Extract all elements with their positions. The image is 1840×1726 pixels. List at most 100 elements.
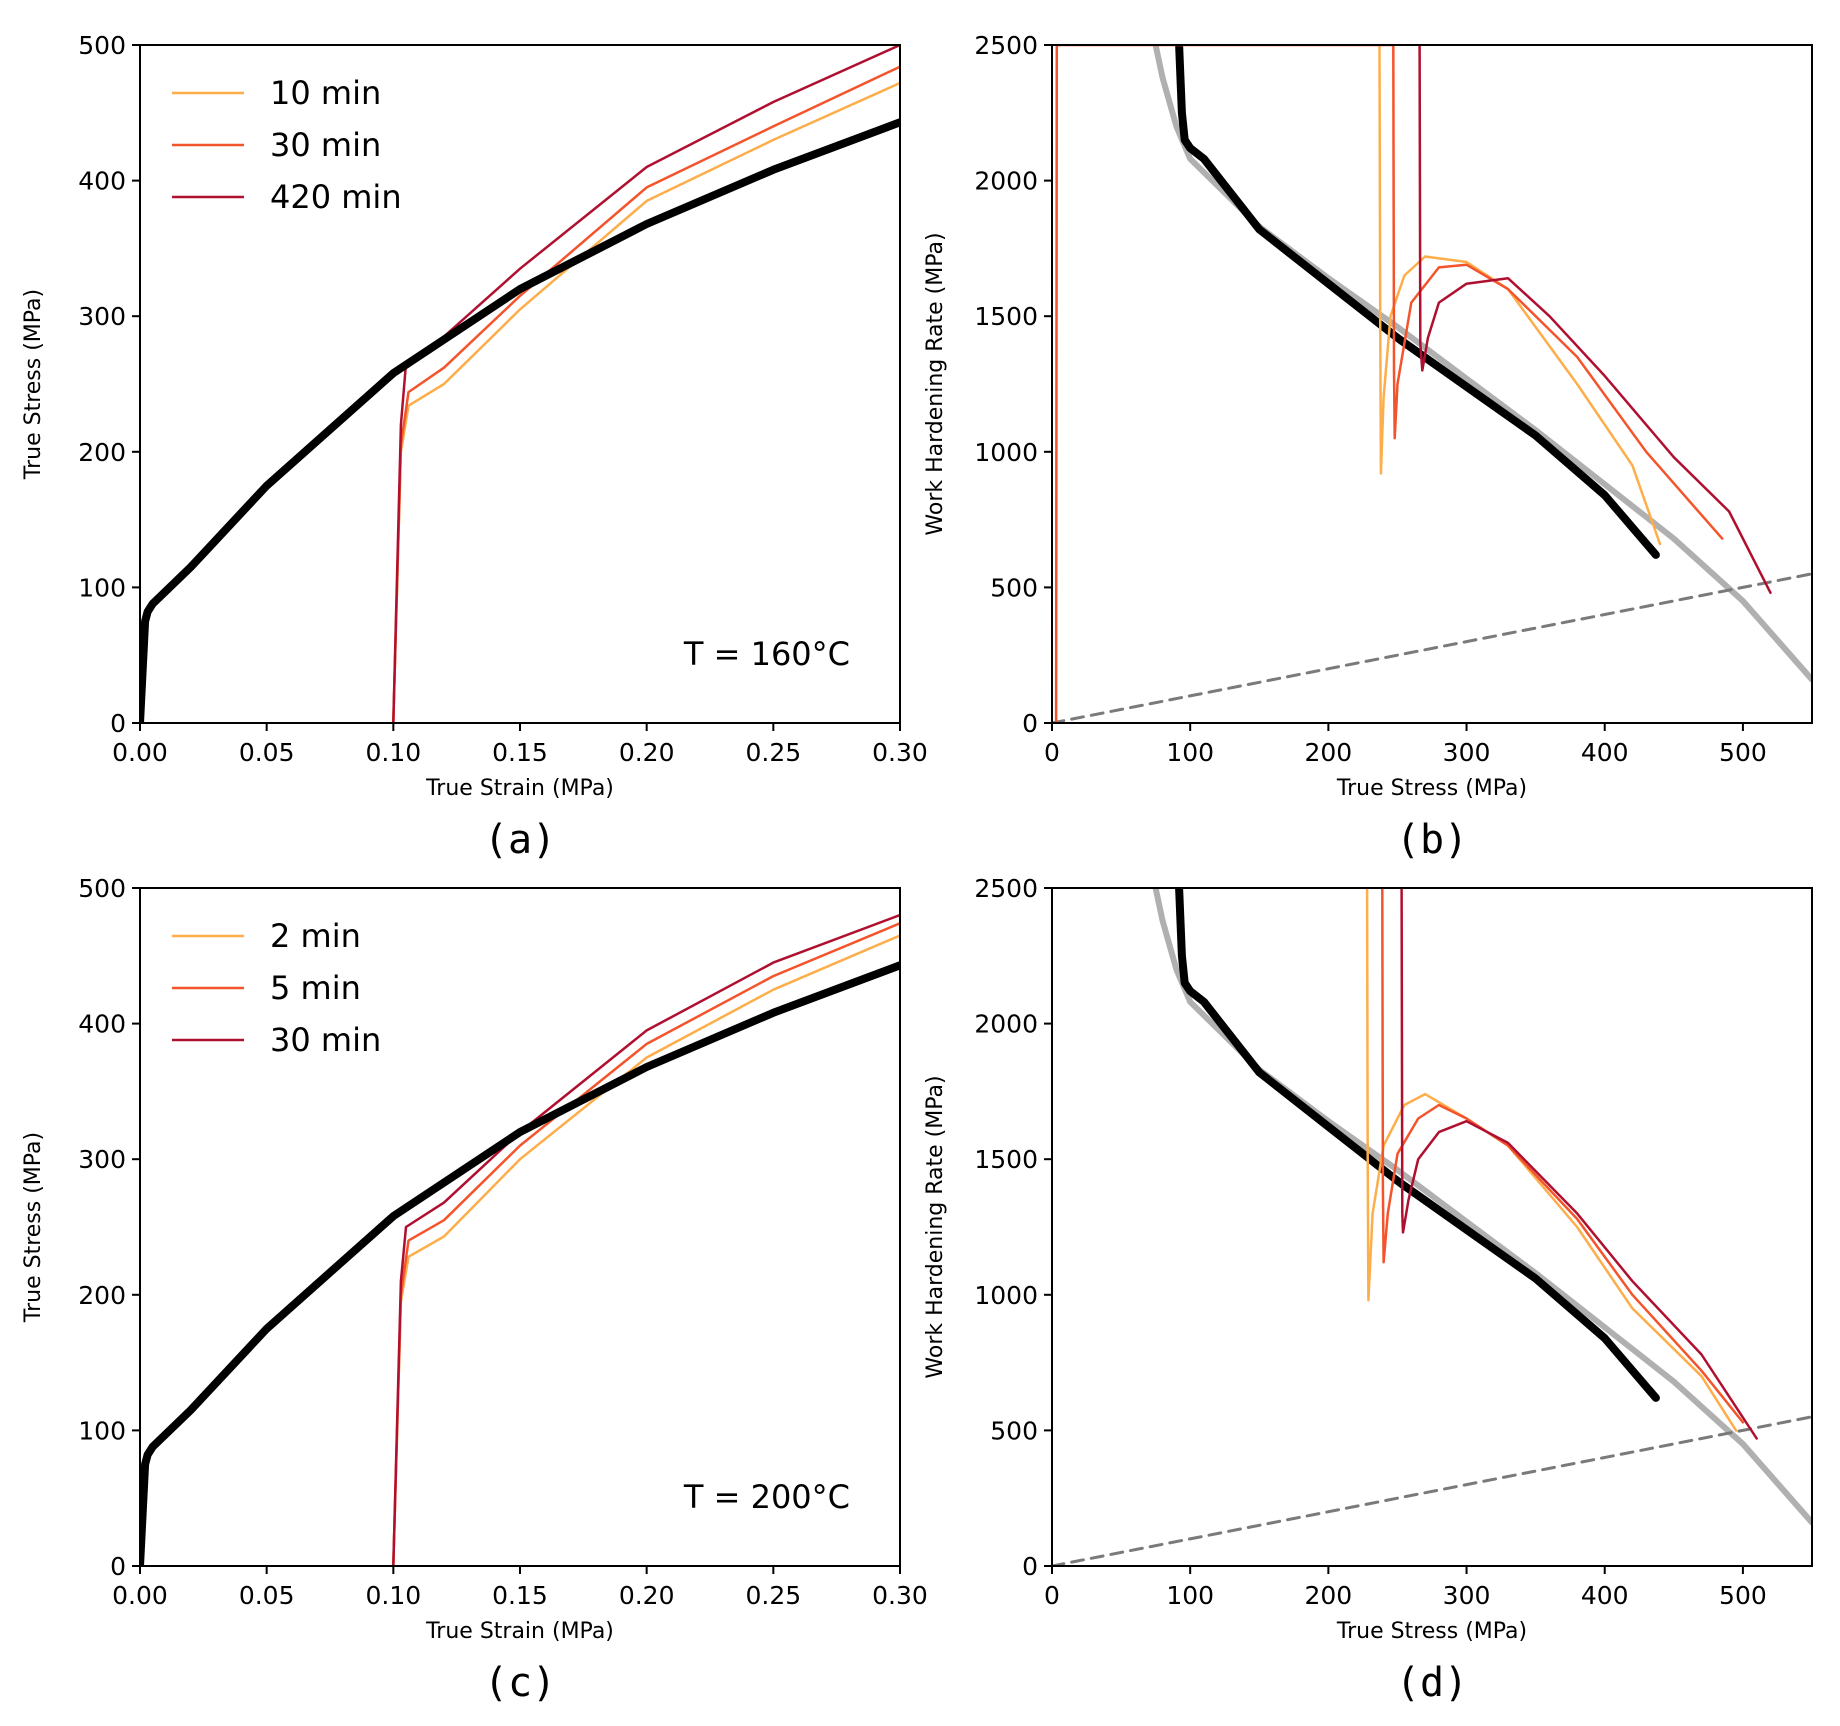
legend: 10 min 30 min 420 min bbox=[172, 74, 402, 216]
plot-area bbox=[1052, 45, 1812, 723]
series-line-baseline bbox=[140, 118, 900, 723]
legend-label: 10 min bbox=[270, 74, 381, 112]
y-tick-label: 300 bbox=[78, 302, 126, 331]
series-line-420-min bbox=[392, 45, 900, 723]
series-line-dashed bbox=[1052, 572, 1812, 723]
x-tick-label: 100 bbox=[1166, 738, 1214, 767]
axes-frame bbox=[139, 44, 901, 724]
temperature-annotation: T = 200°C bbox=[683, 1478, 850, 1516]
series-line-420-min bbox=[1418, 45, 1772, 595]
x-axis-label: True Strain (MPa) bbox=[425, 776, 614, 801]
temperature-annotation: T = 160°C bbox=[683, 635, 850, 673]
x-tick-label: 400 bbox=[1581, 738, 1629, 767]
plot-area bbox=[1052, 888, 1812, 1566]
series-line-5-min bbox=[1381, 888, 1745, 1424]
series-line-dashed bbox=[1052, 1415, 1812, 1566]
series-line-baseline bbox=[140, 961, 900, 1566]
y-tick-label: 2500 bbox=[974, 31, 1038, 60]
x-tick-label: 0 bbox=[1044, 738, 1060, 767]
panel-label: (d) bbox=[1396, 1660, 1468, 1706]
legend-label: 5 min bbox=[270, 969, 361, 1007]
y-tick-label: 0 bbox=[1022, 1552, 1038, 1581]
panel-c: 0.00 0.05 0.10 0.15 0.20 0.25 0.30 0 100 200 300 40… bbox=[21, 874, 928, 1706]
x-tick-label: 500 bbox=[1719, 738, 1767, 767]
x-tick-label: 400 bbox=[1581, 1581, 1629, 1610]
series-line-10-min bbox=[1378, 45, 1662, 546]
x-axis-label: True Stress (MPa) bbox=[1336, 1619, 1527, 1644]
series-line-30-min bbox=[392, 65, 900, 723]
x-tick-label: 0.15 bbox=[492, 738, 548, 767]
x-tick-label: 200 bbox=[1305, 1581, 1353, 1610]
legend-label: 2 min bbox=[270, 917, 361, 955]
y-tick-label: 200 bbox=[78, 438, 126, 467]
y-tick-label: 100 bbox=[78, 573, 126, 602]
series-line-baseline bbox=[1175, 45, 1660, 559]
plot-area bbox=[140, 45, 900, 723]
y-tick-label: 0 bbox=[1022, 709, 1038, 738]
x-tick-label: 500 bbox=[1719, 1581, 1767, 1610]
y-tick-label: 500 bbox=[990, 1416, 1038, 1445]
y-tick-label: 200 bbox=[78, 1281, 126, 1310]
panel-label: (c) bbox=[484, 1660, 556, 1706]
axes-frame bbox=[1051, 887, 1813, 1567]
y-axis-label: True Stress (MPa) bbox=[21, 289, 46, 480]
y-tick-label: 0 bbox=[110, 1552, 126, 1581]
x-tick-label: 0.00 bbox=[112, 1581, 168, 1610]
y-tick-label: 2000 bbox=[974, 167, 1038, 196]
x-tick-label: 0.05 bbox=[239, 738, 295, 767]
x-tick-label: 200 bbox=[1305, 738, 1353, 767]
legend: 2 min 5 min 30 min bbox=[172, 917, 381, 1059]
y-tick-label: 0 bbox=[110, 709, 126, 738]
series-line-30-min bbox=[1400, 888, 1758, 1440]
x-tick-label: 0.00 bbox=[112, 738, 168, 767]
x-tick-label: 0.25 bbox=[745, 738, 801, 767]
y-tick-label: 500 bbox=[78, 31, 126, 60]
series-line-10-min bbox=[392, 81, 900, 723]
x-axis-label: True Stress (MPa) bbox=[1336, 776, 1527, 801]
x-axis-label: True Strain (MPa) bbox=[425, 1619, 614, 1644]
panel-a: 0.00 0.05 0.10 0.15 0.20 0.25 0.30 0 100 200 300 40… bbox=[21, 31, 928, 863]
y-tick-label: 2500 bbox=[974, 874, 1038, 903]
x-tick-label: 0.25 bbox=[745, 1581, 801, 1610]
y-tick-label: 400 bbox=[78, 167, 126, 196]
y-tick-label: 400 bbox=[78, 1010, 126, 1039]
x-tick-label: 0.10 bbox=[365, 1581, 421, 1610]
series-line-fit bbox=[1152, 888, 1812, 1526]
panel-b: 0 100 200 300 400 500 0 500 1000 1500 2000 2500 True… bbox=[923, 31, 1813, 863]
y-tick-label: 2000 bbox=[974, 1010, 1038, 1039]
y-axis-label: Work Hardening Rate (MPa) bbox=[923, 1075, 948, 1378]
x-tick-label: 0.30 bbox=[872, 738, 928, 767]
series-line-30-min bbox=[392, 913, 900, 1566]
y-tick-label: 500 bbox=[78, 874, 126, 903]
x-tick-label: 300 bbox=[1443, 1581, 1491, 1610]
y-tick-label: 1500 bbox=[974, 302, 1038, 331]
x-tick-label: 100 bbox=[1166, 1581, 1214, 1610]
x-tick-label: 0.15 bbox=[492, 1581, 548, 1610]
series-line-5-min bbox=[392, 922, 900, 1566]
y-axis-label: Work Hardening Rate (MPa) bbox=[923, 232, 948, 535]
x-tick-label: 0.20 bbox=[619, 738, 675, 767]
axes-frame bbox=[139, 887, 901, 1567]
x-tick-label: 0.20 bbox=[619, 1581, 675, 1610]
panel-label: (a) bbox=[484, 817, 556, 863]
legend-label: 30 min bbox=[270, 1021, 381, 1059]
x-tick-label: 0 bbox=[1044, 1581, 1060, 1610]
series-line-baseline bbox=[1175, 888, 1660, 1402]
x-tick-label: 300 bbox=[1443, 738, 1491, 767]
y-tick-label: 1000 bbox=[974, 1281, 1038, 1310]
y-tick-label: 1000 bbox=[974, 438, 1038, 467]
y-tick-label: 1500 bbox=[974, 1145, 1038, 1174]
series-line-30-min bbox=[1054, 45, 1724, 723]
y-tick-label: 100 bbox=[78, 1416, 126, 1445]
axes-frame bbox=[1051, 44, 1813, 724]
series-line-fit bbox=[1152, 45, 1812, 683]
y-tick-label: 500 bbox=[990, 573, 1038, 602]
panel-label: (b) bbox=[1396, 817, 1468, 863]
panel-d: 0 100 200 300 400 500 0 500 1000 1500 2000 2500 True… bbox=[923, 874, 1813, 1706]
plot-area bbox=[140, 913, 900, 1566]
x-tick-label: 0.05 bbox=[239, 1581, 295, 1610]
y-axis-label: True Stress (MPa) bbox=[21, 1132, 46, 1323]
legend-label: 420 min bbox=[270, 178, 402, 216]
x-tick-label: 0.30 bbox=[872, 1581, 928, 1610]
